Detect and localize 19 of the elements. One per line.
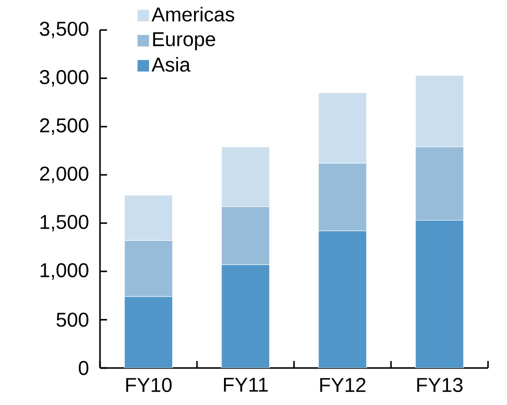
y-tick-label: 1,500 — [40, 214, 88, 232]
legend-label: Europe — [153, 32, 216, 50]
y-tick-label: 1,000 — [40, 263, 88, 280]
y-tick-label: 3,500 — [40, 22, 88, 38]
legend-label: Asia — [152, 57, 190, 72]
y-tick-label: 500 — [56, 312, 88, 327]
y-tick-label: 0 — [78, 360, 88, 376]
x-tick-label: FY13 — [417, 378, 463, 392]
y-tick-label: 2,500 — [40, 118, 88, 135]
y-tick-label: 2,000 — [40, 166, 88, 184]
bar — [318, 230, 367, 368]
legend-label: Americas — [152, 6, 234, 22]
x-tick-label: FY12 — [320, 378, 366, 392]
bar — [221, 264, 270, 368]
bar — [415, 220, 464, 368]
x-tick-label: FY11 — [224, 378, 268, 392]
y-tick-label: 3,000 — [40, 70, 88, 87]
x-tick-label: FY10 — [126, 378, 172, 392]
bar — [124, 296, 173, 368]
